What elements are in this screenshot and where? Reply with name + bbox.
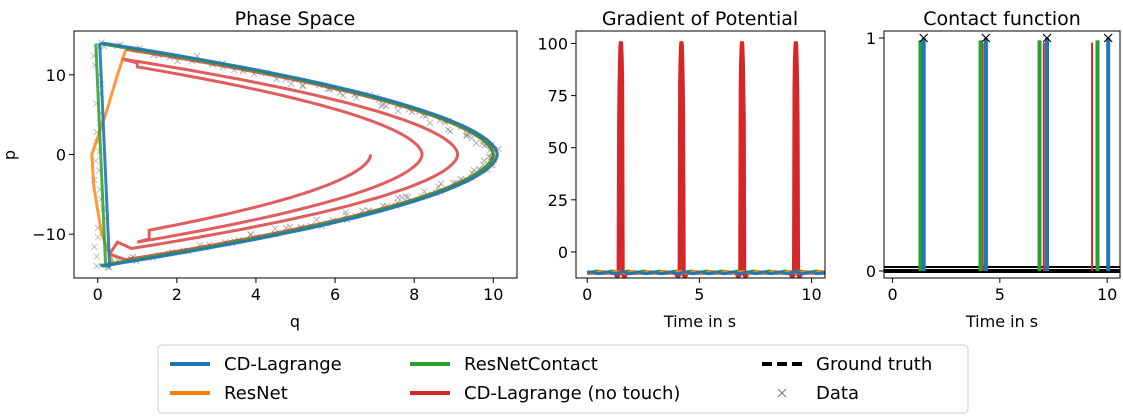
y-tick-label: 0 (866, 262, 876, 281)
data-marker (383, 102, 390, 110)
phase-space-ylabel: p (0, 150, 19, 160)
data-marker (919, 33, 929, 43)
data-marker (93, 253, 100, 260)
y-tick-label: 25 (548, 191, 568, 210)
legend-label: Ground truth (816, 354, 932, 375)
y-tick-label: 10 (46, 66, 66, 85)
data-marker (1042, 33, 1052, 43)
x-tick-label: 4 (251, 285, 261, 304)
data-marker (1103, 33, 1113, 43)
data-marker (426, 119, 434, 127)
contact-ticks: 0 5 10 0 1 (866, 29, 1117, 304)
legend-item-resnet: ResNet (170, 383, 288, 404)
legend-label: CD-Lagrange (224, 354, 342, 375)
data-marker (271, 225, 279, 232)
data-marker (379, 101, 387, 109)
phase-space-panel: Phase Space 0 2 4 6 8 10 −10 0 10 q p (0, 8, 518, 331)
x-tick-label: 10 (1097, 285, 1117, 304)
x-tick-label: 5 (694, 285, 704, 304)
y-tick-label: 100 (537, 35, 568, 54)
data-marker (404, 193, 412, 201)
legend-item-data: Data (777, 383, 859, 404)
data-marker (463, 132, 470, 140)
y-tick-label: 1 (866, 29, 876, 48)
data-markers (90, 39, 502, 271)
data-marker (394, 107, 402, 115)
data-marker (468, 134, 476, 142)
legend-label: ResNet (224, 383, 288, 404)
y-tick-label: 0 (558, 243, 568, 262)
data-marker (93, 262, 101, 270)
resnetcontact-gradient (586, 269, 825, 275)
legend-label: CD-Lagrange (no touch) (464, 383, 680, 404)
legend-label: ResNetContact (464, 354, 598, 375)
gradient-frame (575, 30, 826, 279)
phase-space-title: Phase Space (235, 8, 356, 30)
gradient-title: Gradient of Potential (602, 8, 798, 30)
y-tick-label: −10 (32, 225, 66, 244)
legend: CD-Lagrange ResNet ResNetContact CD-Lagrang… (157, 344, 969, 414)
data-marker (480, 157, 488, 164)
x-tick-label: 6 (330, 285, 340, 304)
data-marker (91, 243, 98, 251)
cd_lagrange-gradient (586, 270, 825, 276)
x-tick-label: 10 (483, 285, 503, 304)
data-marker (288, 80, 295, 87)
y-tick-label: 0 (56, 146, 66, 165)
data-marker (402, 193, 410, 200)
gradient-xlabel: Time in s (663, 312, 736, 331)
legend-label: Data (816, 383, 859, 404)
contact-frame (883, 30, 1121, 279)
phase-space-plot-area (90, 39, 502, 271)
data-marker (342, 208, 349, 216)
legend-swatch (777, 388, 787, 398)
phase-space-xlabel: q (290, 312, 300, 331)
contact-plot-area (884, 33, 1120, 274)
cd-lagrange-trajectory (98, 41, 499, 268)
no-touch-gradient (587, 41, 825, 278)
data-marker (472, 139, 480, 147)
x-tick-label: 2 (172, 285, 182, 304)
data-marker (437, 180, 445, 187)
contact-title: Contact function (923, 8, 1081, 30)
x-tick-label: 10 (801, 285, 821, 304)
data-marker (394, 194, 402, 201)
x-tick-label: 8 (409, 285, 419, 304)
data-marker (313, 216, 320, 224)
y-tick-label: 50 (548, 139, 568, 158)
x-tick-label: 0 (582, 285, 592, 304)
data-marker (94, 234, 102, 241)
gradient-plot-area (586, 41, 825, 278)
data-marker (447, 127, 454, 135)
data-marker (339, 92, 347, 99)
data-marker (981, 33, 991, 43)
x-tick-label: 5 (995, 285, 1005, 304)
legend-item-cd-lagrange: CD-Lagrange (170, 354, 342, 375)
legend-item-resnetcontact: ResNetContact (410, 354, 598, 375)
x-tick-label: 0 (93, 285, 103, 304)
data-marker (299, 82, 307, 90)
data-marker (377, 102, 385, 110)
contact-panel: Contact function 0 5 10 0 1 Time in s (866, 8, 1121, 331)
legend-item-no-touch: CD-Lagrange (no touch) (410, 383, 680, 404)
y-tick-label: 75 (548, 87, 568, 106)
x-tick-label: 0 (887, 285, 897, 304)
phase-space-ticks: 0 2 4 6 8 10 −10 0 10 (32, 66, 503, 304)
contact-xlabel: Time in s (965, 312, 1038, 331)
legend-item-ground-truth: Ground truth (762, 354, 932, 375)
